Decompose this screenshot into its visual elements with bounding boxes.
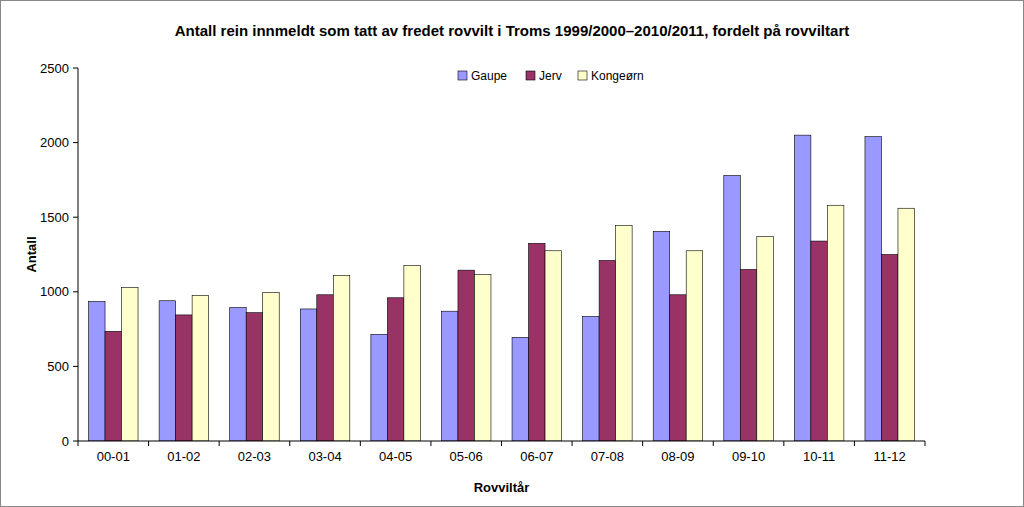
bar [300, 309, 317, 441]
y-tick-label: 2000 [40, 135, 69, 150]
y-tick [73, 291, 78, 292]
legend-swatch [526, 71, 535, 80]
x-tick-divider [501, 441, 502, 446]
x-tick-divider [642, 441, 643, 446]
x-tick-divider [783, 441, 784, 446]
bar [122, 287, 138, 441]
y-tick-label: 1500 [40, 210, 69, 225]
bar [811, 241, 828, 441]
bar [230, 307, 247, 441]
x-tick-divider [572, 441, 573, 446]
bar [583, 316, 600, 441]
x-tick-label: 10-11 [803, 449, 835, 464]
x-tick-label: 04-05 [379, 449, 412, 464]
x-tick-label: 08-09 [661, 449, 694, 464]
bar [333, 275, 350, 441]
y-axis-label: Antall [24, 236, 39, 272]
x-axis-label: Rovviltår [474, 480, 530, 495]
y-tick-label: 500 [47, 359, 69, 374]
y-axis [78, 68, 79, 441]
y-tick [73, 142, 78, 143]
y-tick [73, 441, 78, 442]
bar [616, 225, 633, 441]
x-tick-divider [78, 441, 79, 446]
bar [317, 295, 334, 441]
x-tick-divider [430, 441, 431, 446]
bar [724, 175, 741, 441]
bar [757, 237, 774, 441]
bar [670, 295, 687, 441]
x-tick-divider [289, 441, 290, 446]
y-tick [73, 217, 78, 218]
bar [794, 135, 811, 441]
bar [371, 334, 388, 441]
x-tick-label: 01-02 [167, 449, 200, 464]
frame [1, 1, 1024, 507]
bar [441, 311, 458, 441]
x-tick-label: 03-04 [308, 449, 341, 464]
x-tick-label: 07-08 [591, 449, 624, 464]
bar [458, 270, 475, 441]
bar [545, 251, 562, 441]
legend: Gaupe Jerv Kongeørn [458, 69, 644, 83]
x-tick-divider [148, 441, 149, 446]
title: Antall rein innmeldt som tatt av fredet … [175, 22, 849, 39]
x-tick-label: 05-06 [450, 449, 483, 464]
y-tick [73, 68, 78, 69]
bar [404, 266, 421, 441]
bar [881, 255, 898, 442]
x-tick-label: 09-10 [732, 449, 765, 464]
legend-label: Gaupe [471, 69, 507, 83]
x-tick-divider [925, 441, 926, 446]
legend-swatch [458, 71, 467, 80]
bars [89, 135, 915, 441]
x-tick-label: 06-07 [520, 449, 553, 464]
bar [474, 275, 491, 441]
chart: Antall rein innmeldt som tatt av fredet … [0, 0, 1024, 507]
bar [686, 251, 703, 441]
y-tick-label: 0 [62, 434, 69, 449]
bar [159, 301, 176, 441]
x-tick-label: 00-01 [97, 449, 130, 464]
bar [827, 205, 844, 441]
bar [246, 313, 262, 441]
bar [653, 231, 670, 441]
y-tick [73, 366, 78, 367]
bar [529, 243, 546, 441]
x-tick-divider [360, 441, 361, 446]
bar [176, 315, 193, 441]
legend-label: Jerv [539, 69, 562, 83]
bar [192, 296, 209, 441]
x-tick-label: 02-03 [238, 449, 271, 464]
bar [865, 137, 882, 441]
y-tick-label: 1000 [40, 284, 69, 299]
x-tick-divider [854, 441, 855, 446]
y-tick-label: 2500 [40, 61, 69, 76]
legend-swatch [578, 71, 587, 80]
bar [89, 301, 106, 441]
bar [105, 331, 122, 441]
bar [740, 269, 757, 441]
x-tick-label: 11-12 [874, 449, 906, 464]
bar [898, 208, 915, 441]
bar [512, 337, 529, 441]
bar [599, 260, 616, 441]
bar [263, 293, 280, 441]
legend-label: Kongeørn [591, 69, 644, 83]
bar [387, 298, 404, 441]
x-tick-divider [219, 441, 220, 446]
x-tick-divider [713, 441, 714, 446]
